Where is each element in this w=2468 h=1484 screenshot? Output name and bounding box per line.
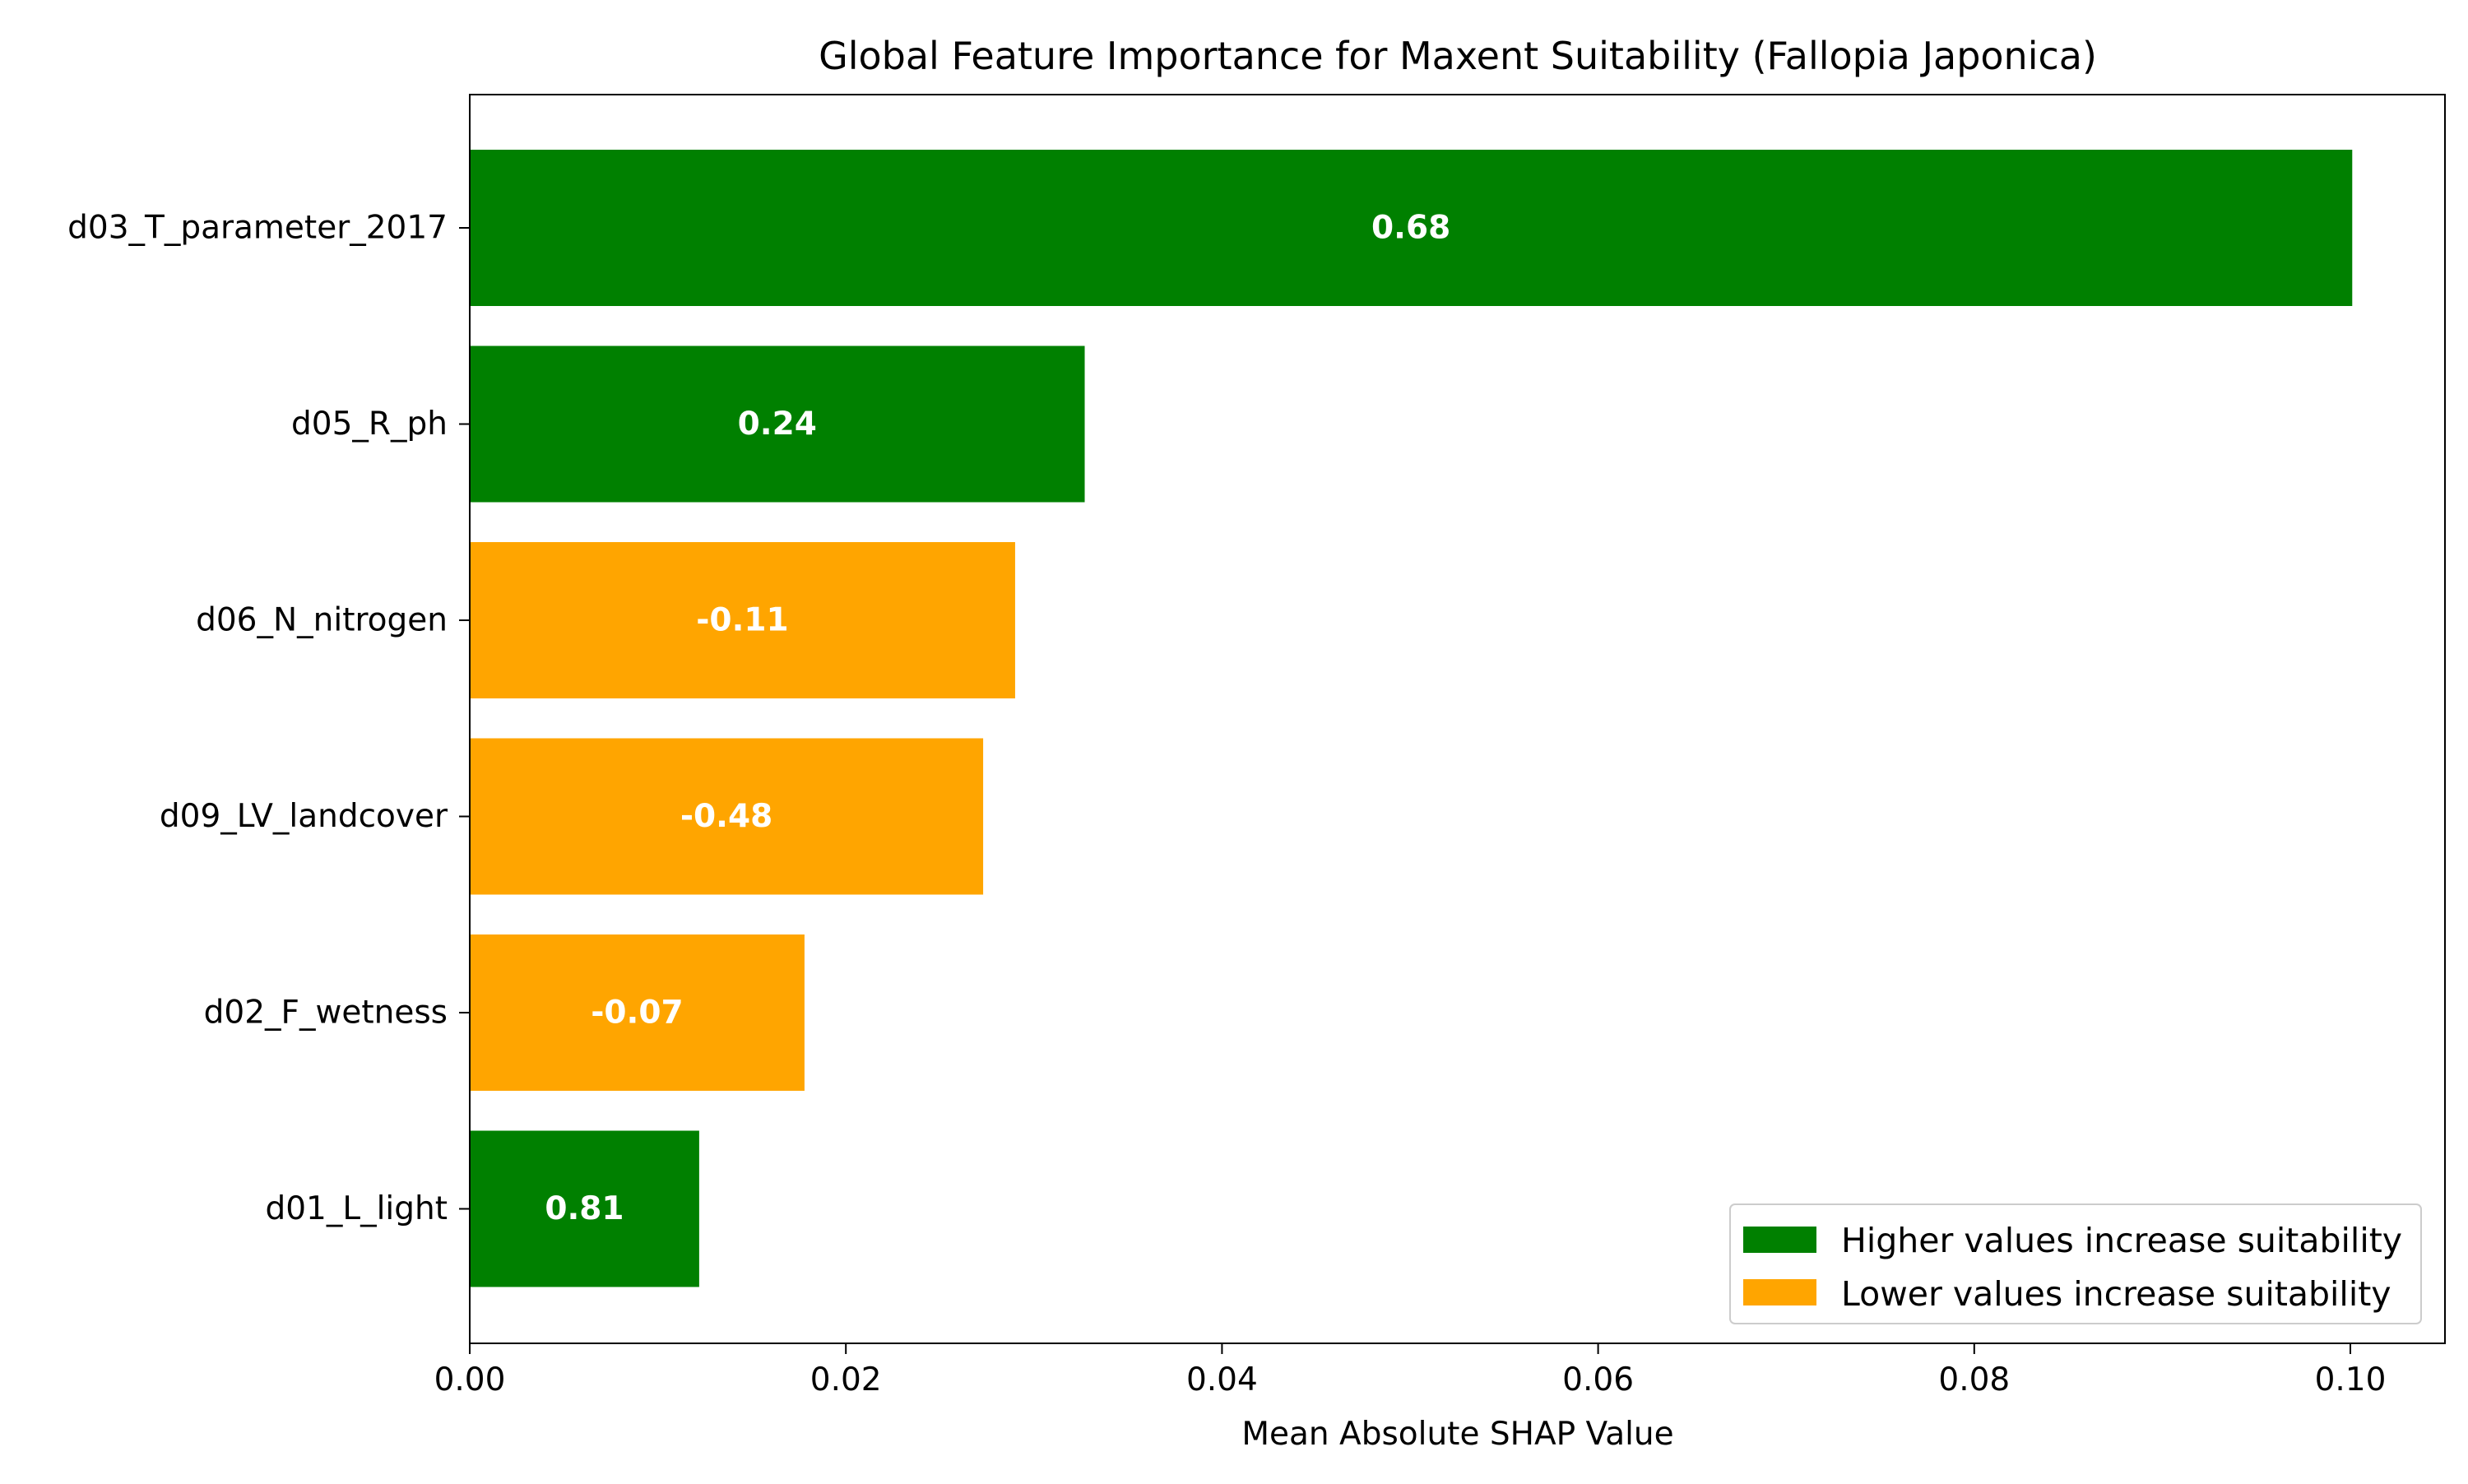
x-axis-label: Mean Absolute SHAP Value bbox=[1241, 1416, 1673, 1453]
y-tick-label: d03_T_parameter_2017 bbox=[67, 210, 448, 247]
x-axis: 0.00 0.02 0.04 0.06 0.08 0.10 bbox=[434, 1343, 2387, 1398]
y-tick-label: d05_R_ph bbox=[291, 406, 448, 443]
bar-value-label: 0.24 bbox=[738, 406, 817, 443]
bar-d05_R_ph bbox=[470, 345, 1085, 503]
bar-d09_LV_landcover bbox=[470, 738, 984, 895]
x-tick-label: 0.10 bbox=[2315, 1361, 2387, 1398]
bar-d02_F_wetness bbox=[470, 934, 805, 1091]
bar-d01_L_light bbox=[470, 1130, 699, 1287]
x-tick-label: 0.08 bbox=[1938, 1361, 2010, 1398]
x-tick-label: 0.06 bbox=[1562, 1361, 1634, 1398]
bar-value-label: -0.48 bbox=[680, 798, 772, 835]
bar-value-label: 0.81 bbox=[545, 1190, 624, 1227]
bar-d06_N_nitrogen bbox=[470, 542, 1015, 698]
x-tick-label: 0.04 bbox=[1186, 1361, 1258, 1398]
bar-d03_T_parameter_2017 bbox=[470, 150, 2353, 306]
x-tick-label: 0.00 bbox=[434, 1361, 506, 1398]
chart-title: Global Feature Importance for Maxent Sui… bbox=[819, 34, 2097, 78]
bar-value-label: 0.68 bbox=[1371, 210, 1450, 247]
legend-frame bbox=[1729, 1203, 2422, 1324]
bar-labels-layer: 0.68 0.24 -0.11 -0.48 -0.07 0.81 bbox=[545, 210, 1450, 1228]
bar-value-label: -0.07 bbox=[591, 995, 683, 1032]
bars-layer bbox=[470, 150, 2353, 1287]
bar-value-label: -0.11 bbox=[696, 602, 788, 639]
y-axis: d03_T_parameter_2017 d05_R_ph d06_N_nitrog… bbox=[67, 210, 470, 1227]
legend: Higher values increase suitability Lower… bbox=[1729, 1203, 2422, 1324]
y-tick-label: d01_L_light bbox=[265, 1190, 448, 1227]
legend-swatch-positive bbox=[1743, 1227, 1816, 1253]
legend-label-negative: Lower values increase suitability bbox=[1841, 1274, 2391, 1314]
legend-label-positive: Higher values increase suitability bbox=[1841, 1221, 2402, 1260]
y-tick-label: d02_F_wetness bbox=[204, 995, 448, 1032]
x-tick-label: 0.02 bbox=[810, 1361, 882, 1398]
legend-swatch-negative bbox=[1743, 1279, 1816, 1305]
plot-frame bbox=[469, 94, 2446, 1344]
y-tick-label: d06_N_nitrogen bbox=[196, 602, 448, 639]
y-tick-label: d09_LV_landcover bbox=[160, 798, 448, 835]
